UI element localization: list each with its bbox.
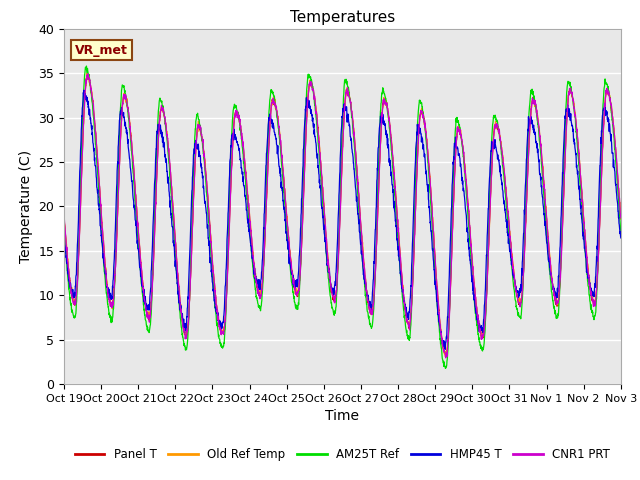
Old Ref Temp (359, 240, 367, 245)
Panel T (442, 354, 449, 360)
HMP45 T (617, 235, 625, 241)
HMP45 T (359, 259, 367, 264)
CNR1 PRT (84, 71, 92, 77)
Old Ref Temp (60, 209, 68, 215)
Panel T (617, 216, 625, 221)
Panel T (216, 324, 223, 330)
Old Ref Temp (617, 216, 625, 222)
HMP45 T (216, 323, 223, 328)
Panel T (505, 218, 513, 224)
Panel T (371, 281, 379, 287)
CNR1 PRT (442, 355, 449, 361)
Old Ref Temp (371, 276, 379, 282)
Line: Panel T: Panel T (64, 75, 621, 357)
Panel T (83, 72, 91, 78)
AM25T Ref (216, 336, 223, 342)
Old Ref Temp (584, 261, 591, 266)
HMP45 T (584, 270, 591, 276)
AM25T Ref (60, 226, 68, 232)
Old Ref Temp (568, 94, 576, 99)
AM25T Ref (83, 63, 90, 69)
Panel T (359, 244, 367, 250)
AM25T Ref (617, 229, 625, 235)
HMP45 T (568, 123, 576, 129)
X-axis label: Time: Time (325, 409, 360, 423)
Text: VR_met: VR_met (75, 44, 128, 57)
AM25T Ref (371, 283, 379, 288)
Line: HMP45 T: HMP45 T (64, 90, 621, 349)
CNR1 PRT (617, 215, 625, 221)
AM25T Ref (359, 262, 367, 267)
AM25T Ref (584, 278, 591, 284)
Old Ref Temp (505, 216, 513, 222)
Old Ref Temp (441, 352, 449, 358)
Line: CNR1 PRT: CNR1 PRT (64, 74, 621, 358)
HMP45 T (80, 87, 88, 93)
Title: Temperatures: Temperatures (290, 10, 395, 25)
HMP45 T (60, 233, 68, 239)
AM25T Ref (505, 230, 513, 236)
CNR1 PRT (505, 214, 513, 220)
Panel T (568, 92, 576, 97)
Line: Old Ref Temp: Old Ref Temp (64, 73, 621, 355)
CNR1 PRT (584, 265, 591, 271)
CNR1 PRT (60, 210, 68, 216)
CNR1 PRT (216, 323, 223, 329)
Line: AM25T Ref: AM25T Ref (64, 66, 621, 368)
CNR1 PRT (568, 89, 576, 95)
Old Ref Temp (216, 322, 223, 327)
HMP45 T (441, 347, 449, 352)
HMP45 T (371, 240, 379, 246)
CNR1 PRT (371, 279, 379, 285)
Legend: Panel T, Old Ref Temp, AM25T Ref, HMP45 T, CNR1 PRT: Panel T, Old Ref Temp, AM25T Ref, HMP45 … (70, 443, 615, 466)
Old Ref Temp (83, 71, 90, 76)
AM25T Ref (568, 92, 576, 98)
AM25T Ref (442, 365, 449, 371)
Panel T (584, 261, 591, 266)
Panel T (60, 210, 68, 216)
CNR1 PRT (359, 248, 367, 254)
HMP45 T (505, 236, 513, 242)
Y-axis label: Temperature (C): Temperature (C) (19, 150, 33, 263)
